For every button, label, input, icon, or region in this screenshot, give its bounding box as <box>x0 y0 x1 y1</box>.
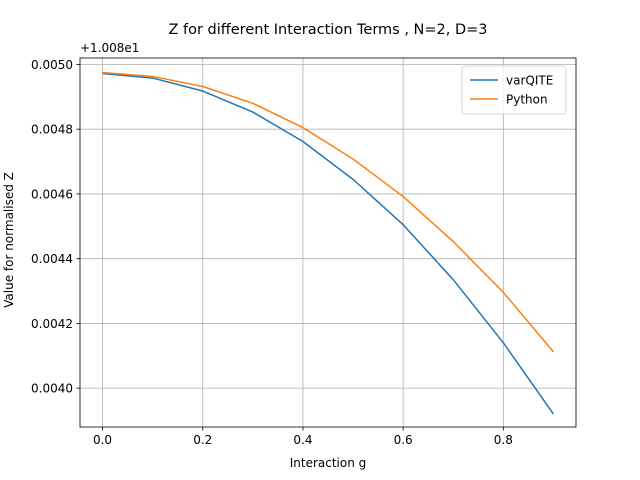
x-tick-label: 0.2 <box>193 433 212 447</box>
y-axis-ticks: 0.0040 0.0042 0.0044 0.0046 0.0048 0.0050 <box>31 58 80 396</box>
x-tick-label: 0.6 <box>394 433 413 447</box>
chart-title: Z for different Interaction Terms , N=2,… <box>168 22 487 38</box>
x-tick-label: 0.4 <box>293 433 312 447</box>
y-tick-label: 0.0044 <box>31 252 73 266</box>
grid <box>80 58 576 427</box>
series-lines <box>102 71 555 415</box>
y-offset-label: +1.008e1 <box>80 41 139 55</box>
y-tick-label: 0.0040 <box>31 382 73 396</box>
series-line-python <box>102 71 555 353</box>
legend-entry-varqite: varQITE <box>506 74 553 88</box>
y-tick-label: 0.0048 <box>31 123 73 137</box>
x-axis-label: Interaction g <box>290 456 367 470</box>
legend-entry-python: Python <box>506 93 548 107</box>
y-tick-label: 0.0050 <box>31 58 73 72</box>
x-axis-ticks: 0.0 0.2 0.4 0.6 0.8 <box>93 427 513 447</box>
x-tick-label: 0.0 <box>93 433 112 447</box>
y-tick-label: 0.0046 <box>31 187 73 201</box>
y-tick-label: 0.0042 <box>31 317 73 331</box>
y-axis-label: Value for normalised Z <box>2 172 16 308</box>
x-tick-label: 0.8 <box>494 433 513 447</box>
legend-box <box>461 65 567 115</box>
series-line-varqite <box>102 72 555 415</box>
axes-frame <box>79 57 577 428</box>
legend: varQITE Python <box>461 65 567 115</box>
